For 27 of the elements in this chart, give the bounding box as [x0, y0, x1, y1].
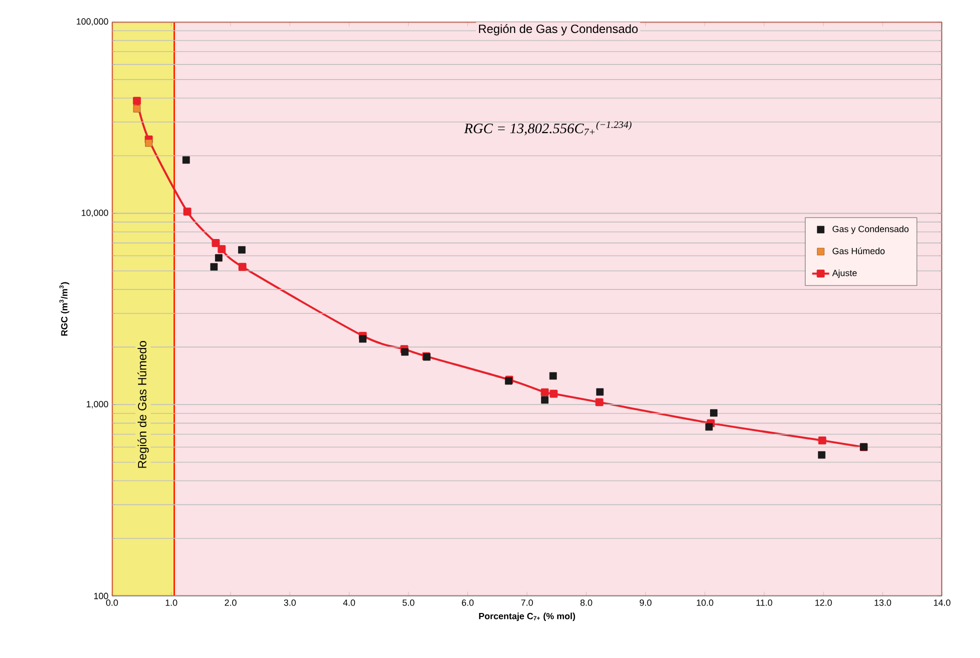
annotation: RGC = 13,802.556C$_{7+}$(−1.234) [464, 121, 632, 136]
x-tick-label: 13.0 [874, 599, 892, 606]
x-axis-title: Porcentaje C$_{7+}$ (% mol) [479, 612, 576, 622]
x-tick-label: 7.0 [521, 599, 533, 606]
x-tick-label: 0.0 [106, 599, 118, 606]
x-tick-label: 5.0 [402, 599, 414, 606]
x-tick-label: 4.0 [343, 599, 356, 606]
x-tick-label: 9.0 [640, 599, 652, 606]
x-tick-label: 8.0 [580, 599, 592, 606]
x-tick-label: 3.0 [284, 599, 296, 606]
x-tick-label: 10.0 [696, 599, 714, 606]
y-axis-title: RGC (m$^{3}$/m$^{3}$) [59, 282, 70, 336]
legend-label: Gas y Condensado [832, 226, 909, 234]
x-tick-label: 2.0 [224, 599, 236, 606]
legend-label: Ajuste [832, 270, 857, 278]
band-label: Región de Gas Húmedo [138, 341, 149, 468]
x-tick-label: 12.0 [815, 599, 832, 606]
x-tick-label: 1.0 [166, 599, 178, 606]
legend-label: Gas Húmedo [832, 248, 885, 254]
y-tick-label: 10,000 [82, 210, 108, 218]
band-label: Región de Gas y Condensado [479, 24, 638, 36]
y-tick-label: 100,000 [76, 18, 108, 26]
x-tick-label: 11.0 [756, 599, 772, 606]
x-tick-label: 14.0 [934, 599, 950, 606]
y-tick-label: 100 [94, 592, 108, 600]
x-tick-label: 6.0 [462, 599, 474, 606]
y-tick-label: 1,000 [86, 400, 108, 408]
